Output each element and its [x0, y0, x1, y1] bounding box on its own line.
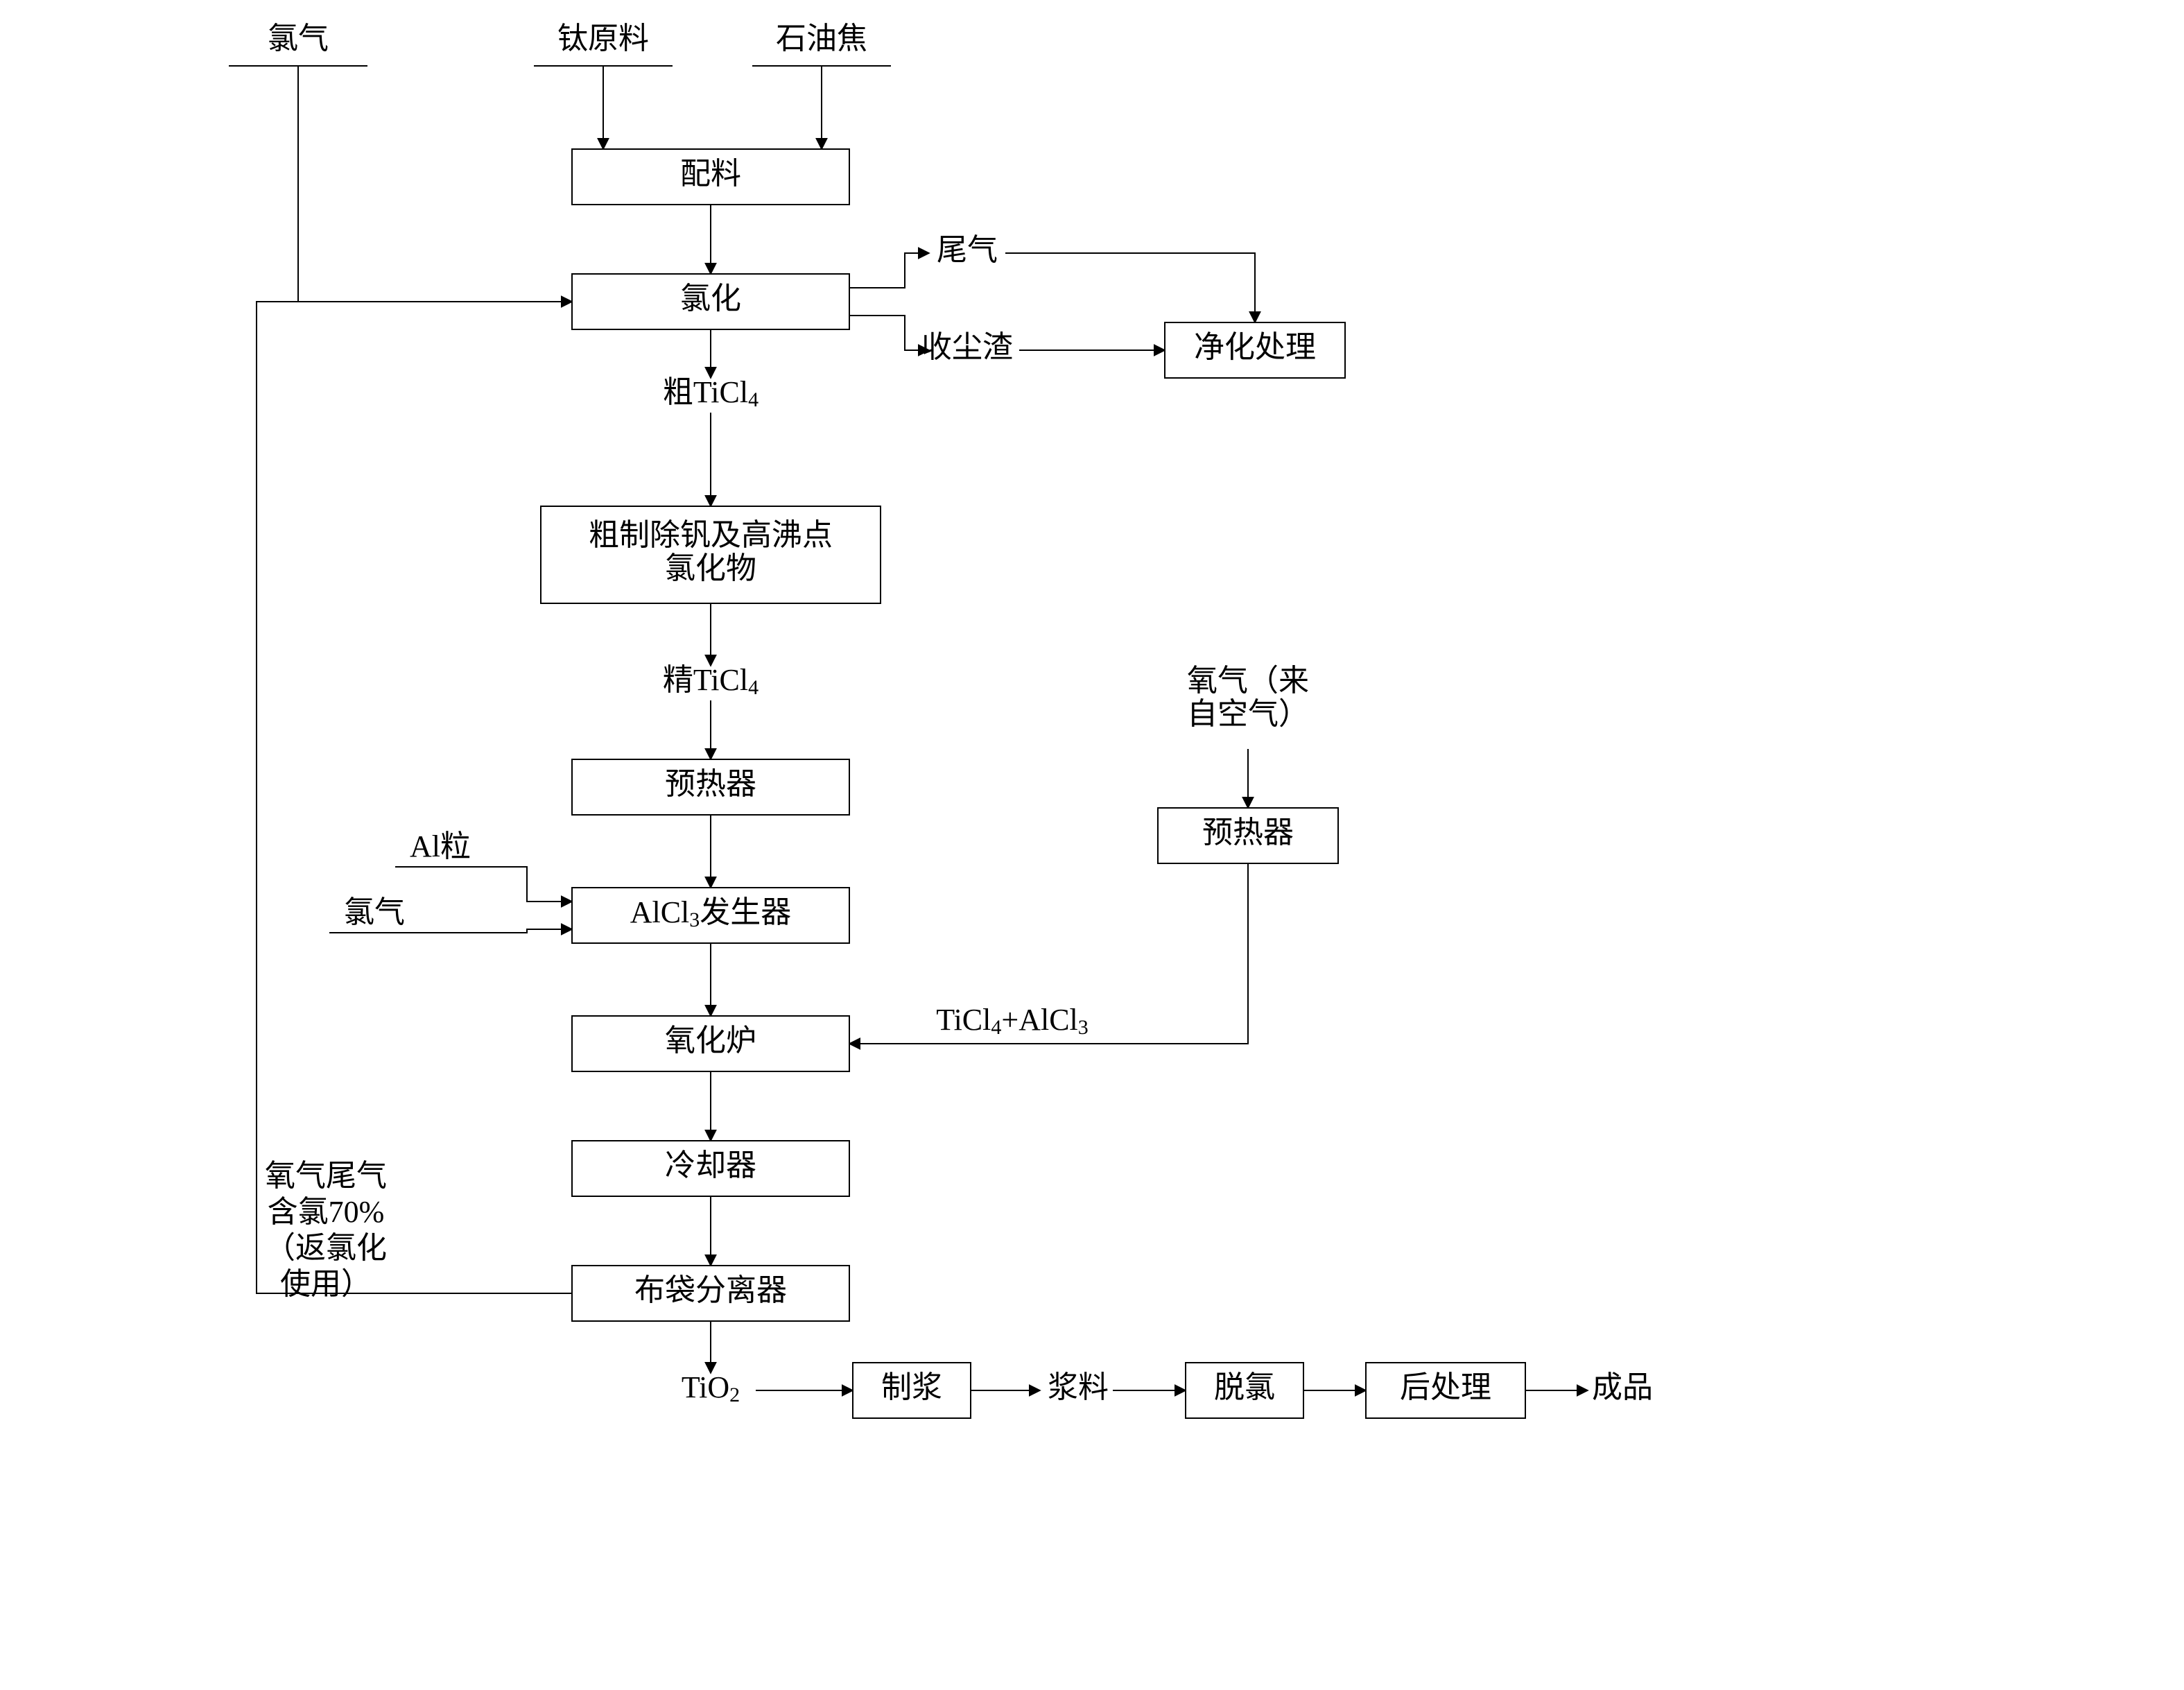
- edge-e_alli_al: [485, 867, 572, 902]
- label-t_chengpin: 成品: [1592, 1370, 1653, 1404]
- svg-text:（返氯化: （返氯化: [265, 1231, 387, 1265]
- label-t_mix: TiCl4+AlCl3: [936, 1003, 1089, 1039]
- edge-e_cl2_lh: [298, 66, 572, 302]
- svg-text:冷却器: 冷却器: [665, 1148, 756, 1182]
- input-in_coke: 石油焦: [752, 21, 891, 66]
- svg-text:收尘渣: 收尘渣: [921, 330, 1013, 364]
- node-alcl3: AlCl3发生器: [572, 888, 849, 943]
- label-t_shouchen: 收尘渣: [921, 330, 1013, 364]
- input-in_ti: 钛原料: [534, 21, 673, 66]
- svg-text:TiCl4+AlCl3: TiCl4+AlCl3: [936, 1003, 1089, 1039]
- node-tuolv: 脱氯: [1186, 1363, 1303, 1418]
- svg-text:氧气（来: 氧气（来: [1187, 664, 1309, 698]
- svg-text:氧化炉: 氧化炉: [665, 1024, 756, 1058]
- svg-text:粗制除钒及高沸点: 粗制除钒及高沸点: [589, 518, 833, 552]
- edge-e_cl2b_al: [419, 929, 572, 933]
- input-in_cl2: 氯气: [229, 21, 367, 66]
- label-t_o2: 氧气（来自空气）: [1187, 664, 1309, 731]
- svg-text:后处理: 后处理: [1400, 1370, 1491, 1404]
- svg-text:使用）: 使用）: [280, 1267, 372, 1301]
- svg-text:脱氯: 脱氯: [1214, 1370, 1275, 1404]
- label-t_weiqi: 尾气: [937, 233, 998, 267]
- svg-text:氯化: 氯化: [680, 282, 741, 316]
- svg-text:浆料: 浆料: [1048, 1370, 1109, 1404]
- svg-text:布袋分离器: 布袋分离器: [634, 1273, 787, 1307]
- svg-text:成品: 成品: [1592, 1370, 1653, 1404]
- svg-text:配料: 配料: [680, 157, 741, 191]
- node-yure2: 预热器: [1158, 808, 1338, 863]
- label-t_jingticl4: 精TiCl4: [663, 663, 759, 699]
- svg-text:钛原料: 钛原料: [557, 21, 649, 55]
- svg-text:Al粒: Al粒: [410, 829, 471, 863]
- label-t_alli: Al粒: [395, 829, 485, 867]
- label-t_cuticl4: 粗TiCl4: [663, 375, 759, 411]
- node-yure1: 预热器: [572, 759, 849, 815]
- svg-text:含氯70%: 含氯70%: [268, 1195, 385, 1229]
- node-bag: 布袋分离器: [572, 1266, 849, 1321]
- label-t_recycle: 氧气尾气含氯70%（返氯化使用）: [265, 1159, 387, 1301]
- svg-text:制浆: 制浆: [881, 1370, 942, 1404]
- edge-e_lh_wq: [849, 253, 929, 288]
- svg-text:氧气尾气: 氧气尾气: [265, 1159, 387, 1193]
- edge-e_lh_sc: [849, 316, 929, 350]
- svg-text:氯化物: 氯化物: [665, 551, 756, 585]
- label-t_cl2b: 氯气: [329, 895, 419, 933]
- svg-text:氯气: 氯气: [344, 895, 405, 929]
- label-t_jiangliao: 浆料: [1048, 1370, 1109, 1404]
- node-oxfurnace: 氧化炉: [572, 1016, 849, 1071]
- node-jinghua: 净化处理: [1165, 322, 1345, 378]
- node-houchuli: 后处理: [1366, 1363, 1525, 1418]
- label-t_tio2: TiO2: [682, 1370, 740, 1406]
- svg-text:预热器: 预热器: [1202, 816, 1294, 850]
- svg-text:自空气）: 自空气）: [1187, 697, 1309, 731]
- svg-text:粗TiCl4: 粗TiCl4: [663, 375, 759, 411]
- svg-text:石油焦: 石油焦: [776, 21, 867, 55]
- svg-text:TiO2: TiO2: [682, 1370, 740, 1406]
- svg-text:预热器: 预热器: [665, 767, 756, 801]
- node-cooler: 冷却器: [572, 1141, 849, 1196]
- edge-e_wq_jh: [1005, 253, 1255, 322]
- node-zhijiang: 制浆: [853, 1363, 971, 1418]
- edge-e_recycle: [257, 302, 572, 1293]
- node-cuzhi: 粗制除钒及高沸点氯化物: [541, 506, 881, 603]
- svg-text:AlCl3发生器: AlCl3发生器: [630, 895, 792, 931]
- svg-text:精TiCl4: 精TiCl4: [663, 663, 759, 699]
- svg-text:净化处理: 净化处理: [1194, 330, 1316, 364]
- node-peiliao: 配料: [572, 149, 849, 205]
- node-lvhua: 氯化: [572, 274, 849, 329]
- svg-text:尾气: 尾气: [937, 233, 998, 267]
- svg-text:氯气: 氯气: [268, 21, 329, 55]
